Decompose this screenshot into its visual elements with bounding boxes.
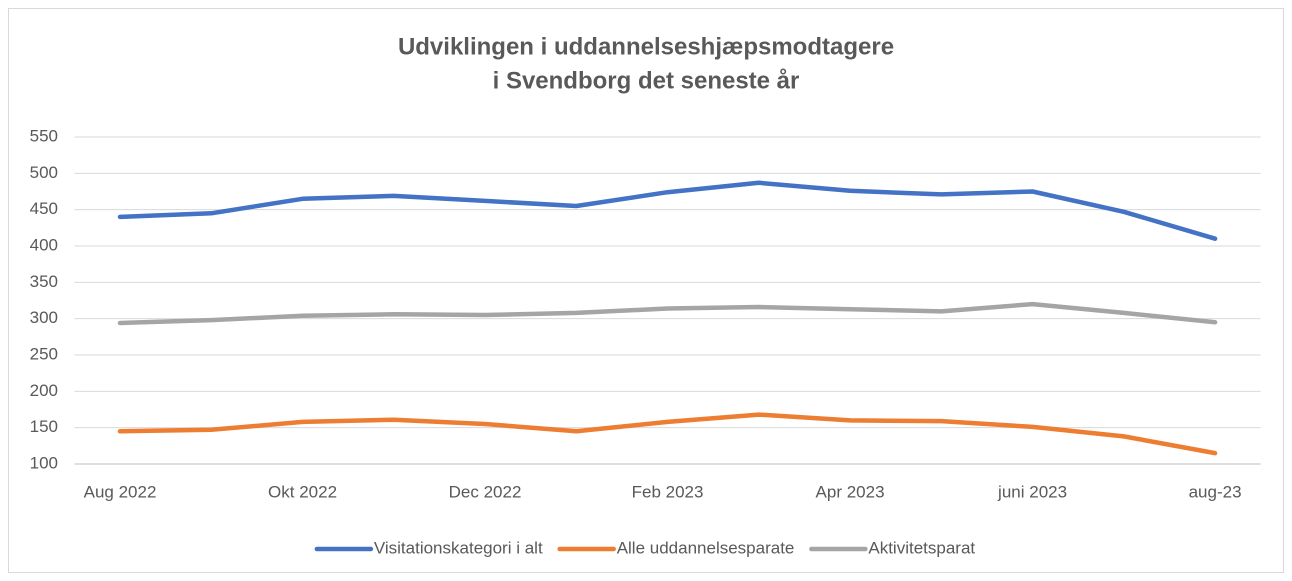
y-tick-label: 350 [30, 272, 58, 291]
x-tick-label: aug-23 [1189, 482, 1242, 501]
legend-label: Visitationskategori i alt [374, 538, 543, 557]
y-tick-label: 200 [30, 381, 58, 400]
x-tick-label: juni 2023 [997, 482, 1067, 501]
y-tick-label: 250 [30, 344, 58, 363]
x-tick-label: Feb 2023 [632, 482, 704, 501]
series-line [117, 412, 1218, 456]
series-line [117, 180, 1218, 241]
legend-label: Aktivitetsparat [868, 538, 975, 557]
y-tick-label: 300 [30, 308, 58, 327]
y-tick-label: 550 [30, 126, 58, 145]
x-tick-label: Dec 2022 [449, 482, 522, 501]
x-tick-label: Apr 2023 [816, 482, 885, 501]
y-tick-label: 500 [30, 163, 58, 182]
x-tick-label: Aug 2022 [84, 482, 157, 501]
series-line [117, 301, 1218, 326]
y-tick-label: 150 [30, 417, 58, 436]
chart-title: Udviklingen i uddannelseshjæpsmodtagere [398, 33, 894, 60]
legend-label: Alle uddannelsesparate [617, 538, 795, 557]
chart-title: i Svendborg det seneste år [493, 67, 800, 94]
y-tick-label: 400 [30, 235, 58, 254]
chart-border [8, 8, 1284, 573]
y-tick-label: 100 [30, 453, 58, 472]
y-tick-label: 450 [30, 199, 58, 218]
x-tick-label: Okt 2022 [268, 482, 337, 501]
